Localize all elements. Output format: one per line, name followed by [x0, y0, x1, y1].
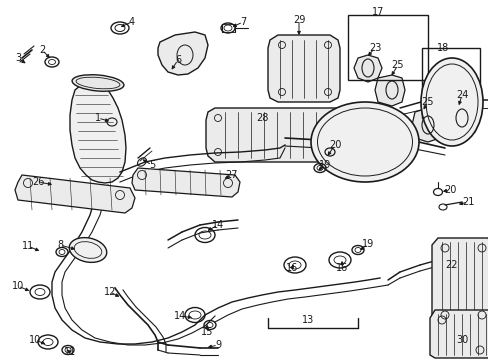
Text: 25: 25 [421, 97, 433, 107]
Polygon shape [429, 310, 488, 358]
Polygon shape [353, 55, 381, 82]
Text: 28: 28 [255, 113, 267, 123]
Text: 10: 10 [12, 281, 24, 291]
Polygon shape [70, 82, 126, 183]
Text: 24: 24 [455, 90, 467, 100]
Polygon shape [267, 35, 339, 102]
Text: 7: 7 [240, 17, 245, 27]
Text: 11: 11 [22, 241, 34, 251]
Polygon shape [374, 75, 404, 106]
Text: 25: 25 [391, 60, 404, 70]
Text: 19: 19 [361, 239, 373, 249]
Text: 23: 23 [368, 43, 381, 53]
Text: 13: 13 [301, 315, 313, 325]
Text: 8: 8 [57, 240, 63, 250]
Polygon shape [411, 108, 442, 142]
Text: 10: 10 [29, 335, 41, 345]
Bar [421, 48, 479, 118]
Text: 11: 11 [64, 347, 76, 357]
Text: 2: 2 [39, 45, 45, 55]
Polygon shape [431, 238, 488, 325]
Text: 29: 29 [292, 15, 305, 25]
Text: 4: 4 [129, 17, 135, 27]
Text: 14: 14 [174, 311, 186, 321]
Text: 19: 19 [318, 160, 330, 170]
Polygon shape [205, 108, 349, 162]
Polygon shape [444, 100, 477, 136]
Bar [347, 15, 427, 80]
Ellipse shape [310, 102, 418, 182]
Polygon shape [158, 32, 207, 75]
Polygon shape [15, 175, 135, 213]
Text: 22: 22 [445, 260, 457, 270]
Text: 16: 16 [335, 263, 347, 273]
Text: 14: 14 [211, 220, 224, 230]
Text: 16: 16 [285, 263, 298, 273]
Text: 17: 17 [371, 7, 384, 17]
Ellipse shape [69, 238, 106, 262]
Text: 5: 5 [148, 160, 155, 170]
Text: 12: 12 [103, 287, 116, 297]
Text: 26: 26 [32, 177, 44, 187]
Text: 1: 1 [95, 113, 101, 123]
Text: 30: 30 [455, 335, 467, 345]
Text: 20: 20 [443, 185, 455, 195]
Ellipse shape [420, 58, 482, 146]
Text: 9: 9 [215, 340, 221, 350]
Text: 21: 21 [461, 197, 473, 207]
Text: 27: 27 [225, 170, 238, 180]
Ellipse shape [72, 75, 123, 91]
Text: 6: 6 [175, 55, 181, 65]
Text: 20: 20 [328, 140, 341, 150]
Text: 18: 18 [436, 43, 448, 53]
Polygon shape [132, 168, 240, 197]
Text: 3: 3 [15, 53, 21, 63]
Text: 15: 15 [201, 327, 213, 337]
